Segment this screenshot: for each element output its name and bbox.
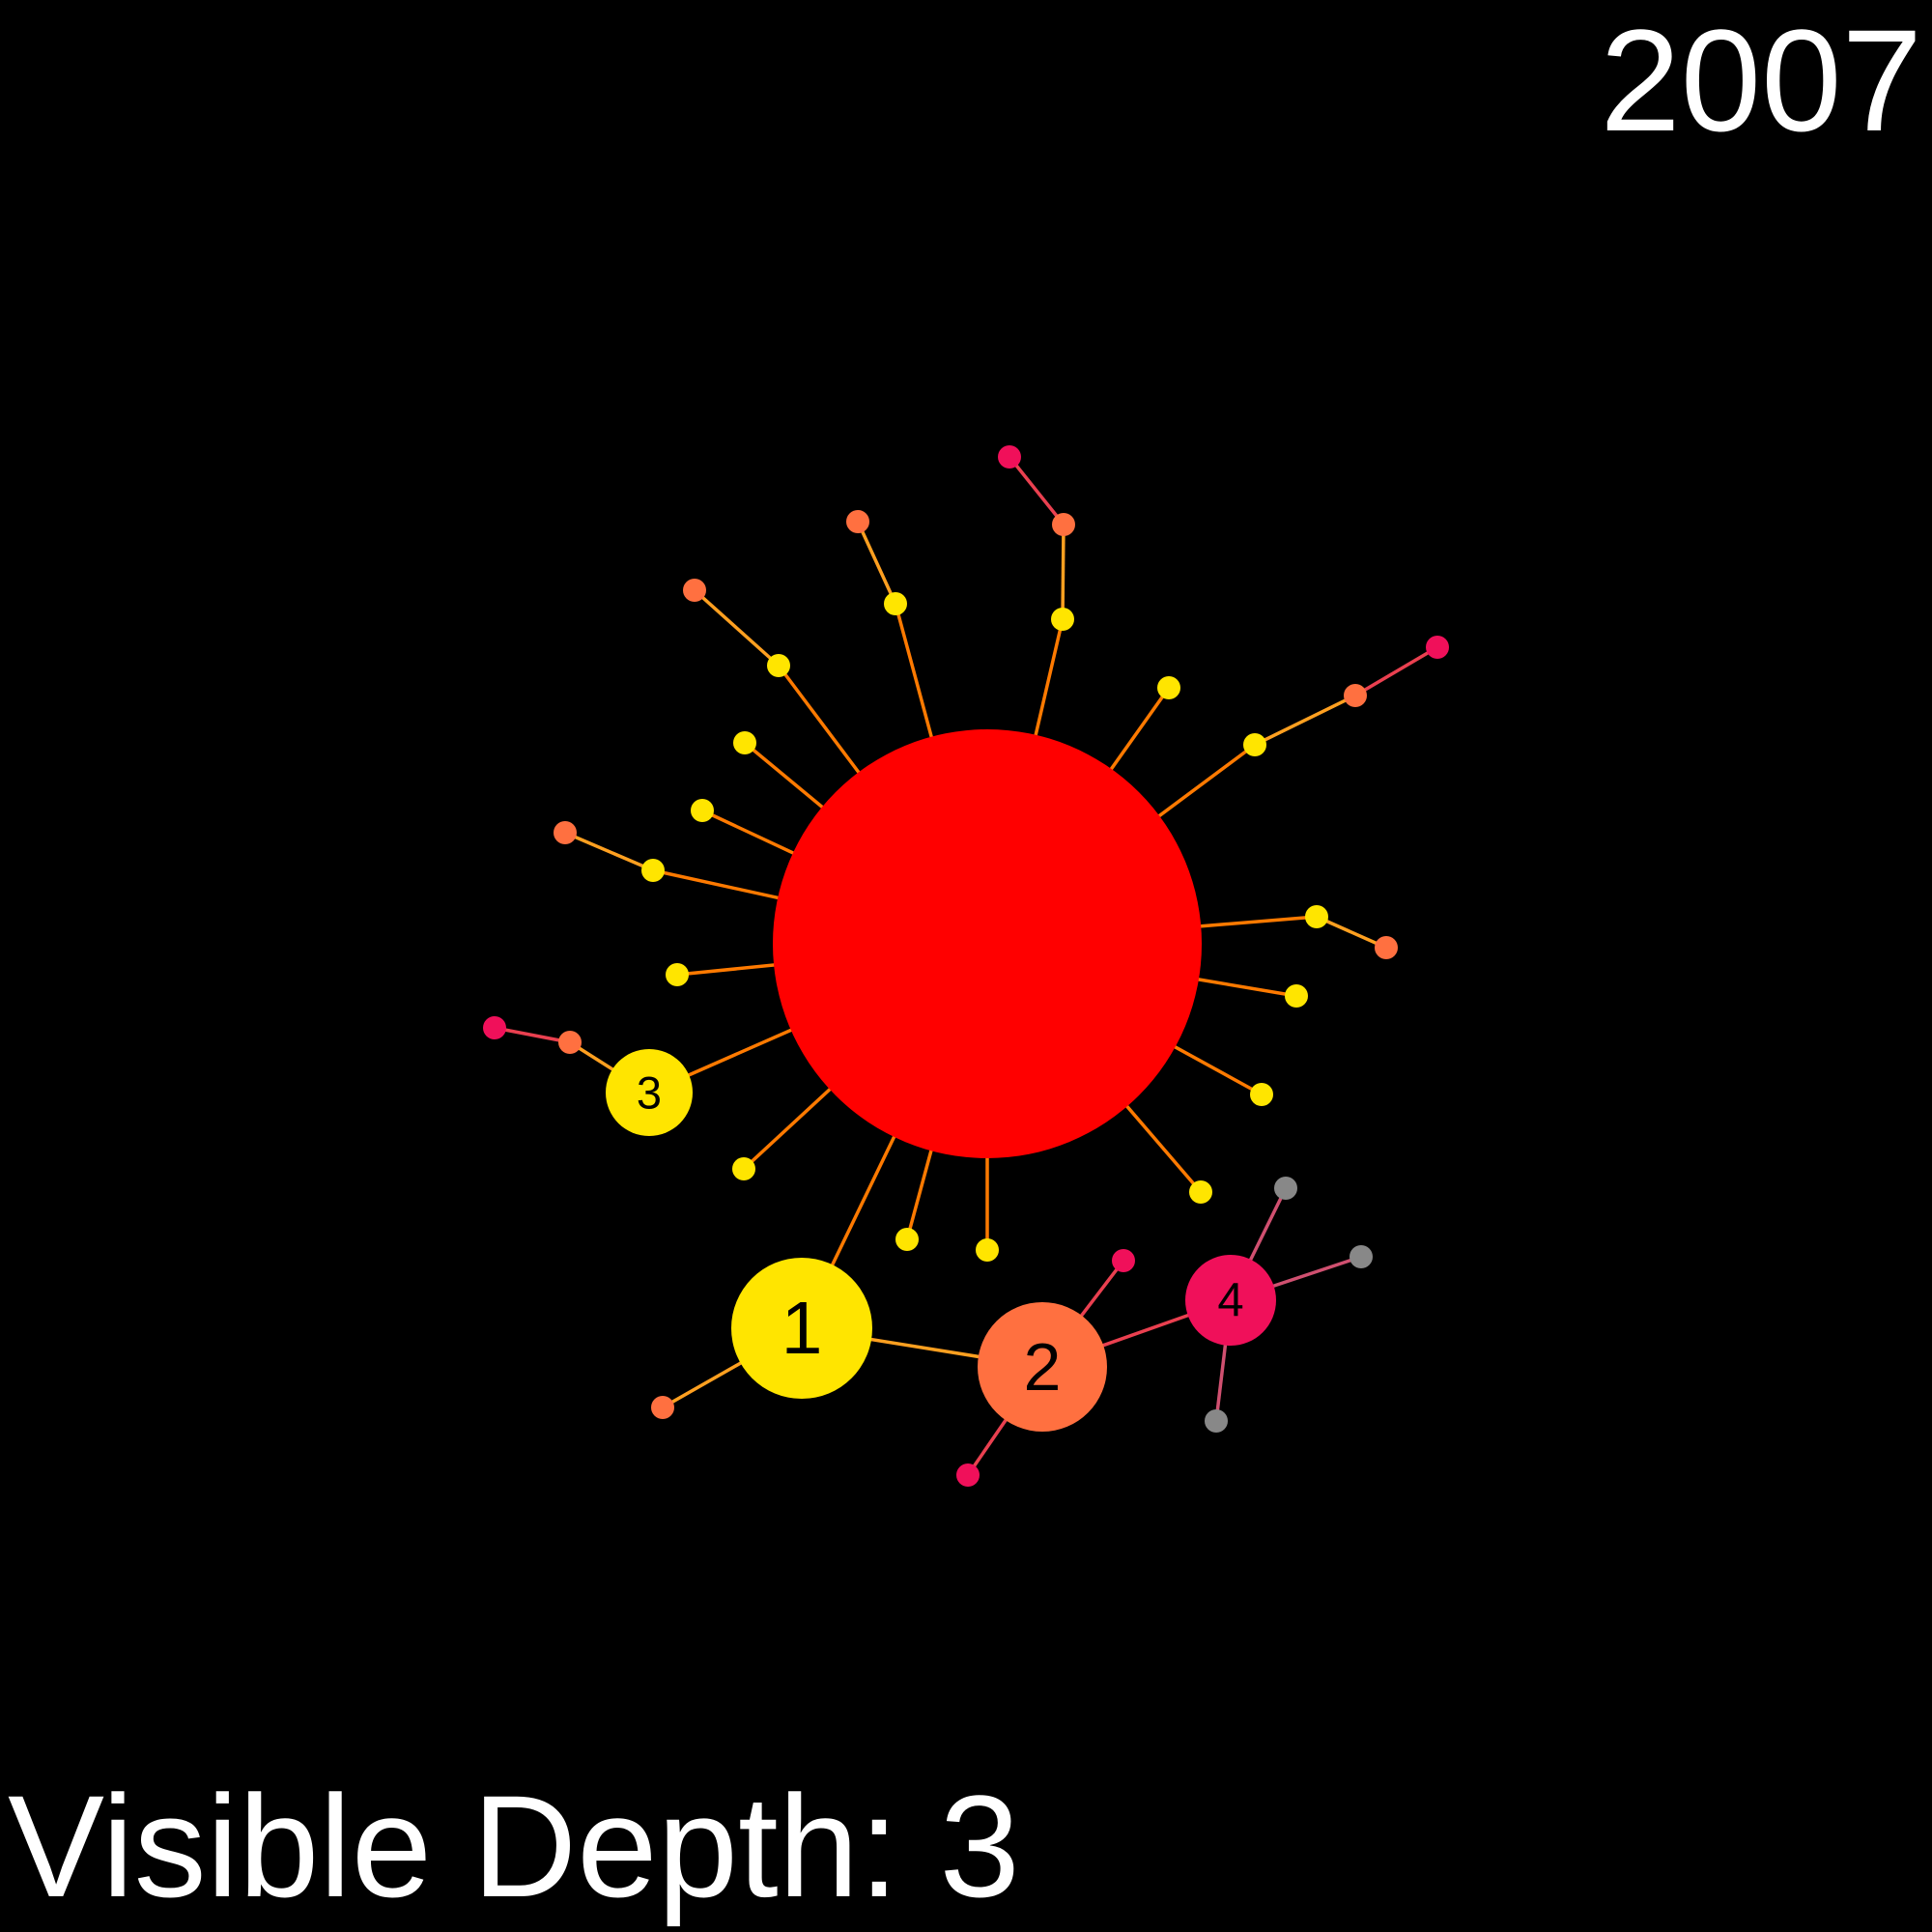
node-o4[interactable] — [554, 821, 577, 844]
node-y12[interactable] — [691, 799, 714, 822]
edge-y3-o6 — [1316, 915, 1387, 950]
edge-o1-p1 — [1008, 455, 1065, 526]
node-y10[interactable] — [666, 963, 689, 986]
node-g2[interactable] — [1350, 1245, 1373, 1268]
node-y3[interactable] — [1305, 905, 1328, 928]
node-label-2: 2 — [1024, 1329, 1062, 1405]
nodes-layer: 3 1 2 4 — [483, 445, 1449, 1487]
node-g3[interactable] — [1205, 1409, 1228, 1433]
node-o6[interactable] — [1375, 936, 1398, 959]
node-y8[interactable] — [895, 1228, 919, 1251]
node-label-1: 1 — [781, 1287, 823, 1370]
node-p1[interactable] — [998, 445, 1021, 469]
node-y11[interactable] — [641, 859, 665, 882]
node-hub2[interactable] — [978, 1302, 1107, 1432]
node-o3[interactable] — [683, 579, 706, 602]
node-y4[interactable] — [1285, 984, 1308, 1008]
node-p5[interactable] — [956, 1463, 980, 1487]
node-y16[interactable] — [1051, 608, 1074, 631]
node-hub3[interactable] — [606, 1049, 693, 1136]
edge-y2-o5 — [1254, 694, 1356, 747]
node-label-3: 3 — [637, 1067, 662, 1119]
node-y13[interactable] — [733, 731, 756, 754]
node-y6[interactable] — [1189, 1180, 1212, 1204]
root-node[interactable] — [773, 729, 1202, 1158]
node-o1[interactable] — [1052, 513, 1075, 536]
node-p3[interactable] — [483, 1016, 506, 1039]
node-o2[interactable] — [846, 510, 869, 533]
edge-o5-p2 — [1354, 645, 1438, 697]
edge-y16-o1 — [1061, 524, 1065, 620]
node-p4[interactable] — [1112, 1249, 1135, 1272]
node-y9[interactable] — [732, 1157, 755, 1180]
node-y15[interactable] — [884, 592, 907, 615]
node-label-4: 4 — [1217, 1274, 1243, 1326]
node-y1[interactable] — [1157, 676, 1180, 699]
edge-y15-o2 — [856, 521, 897, 605]
node-p2[interactable] — [1426, 636, 1449, 659]
node-y7[interactable] — [976, 1238, 999, 1262]
edge-y11-o4 — [564, 831, 654, 872]
visible-depth-label: Visible Depth: 3 — [8, 1765, 1020, 1927]
node-g1[interactable] — [1274, 1177, 1297, 1200]
node-o5[interactable] — [1344, 684, 1367, 707]
edge-o7-p3 — [494, 1026, 571, 1044]
node-hub1[interactable] — [731, 1258, 872, 1399]
node-o8[interactable] — [651, 1396, 674, 1419]
node-y14[interactable] — [767, 654, 790, 677]
node-hub4[interactable] — [1185, 1255, 1276, 1346]
year-label: 2007 — [1600, 0, 1922, 161]
node-y2[interactable] — [1243, 733, 1266, 756]
node-o7[interactable] — [558, 1031, 582, 1054]
node-y5[interactable] — [1250, 1083, 1273, 1106]
edge-y14-o3 — [693, 588, 781, 668]
